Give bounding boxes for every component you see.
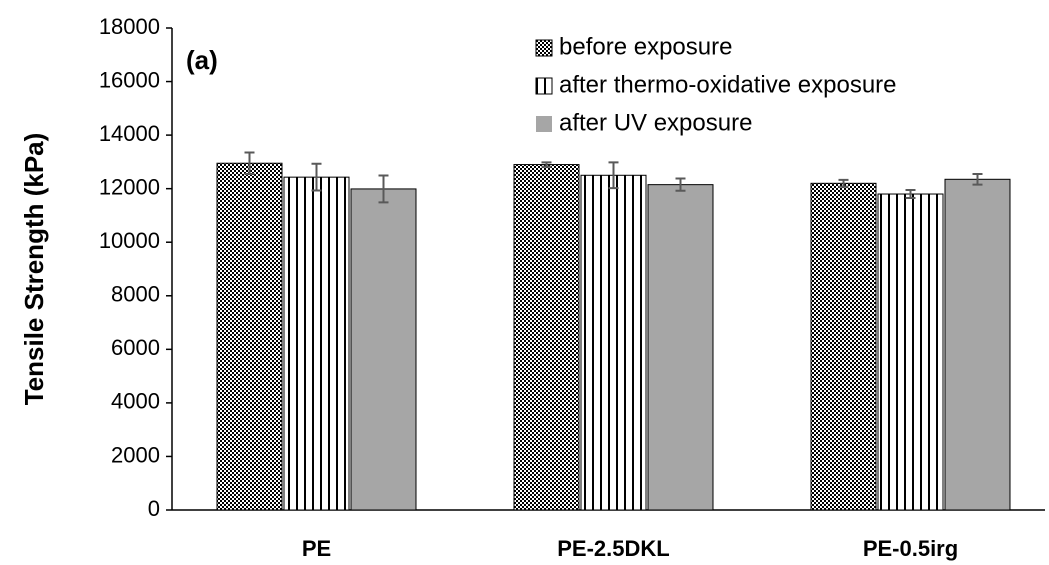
error-bar: [541, 161, 552, 168]
y-tick-label: 2000: [111, 442, 160, 467]
legend-label: after thermo-oxidative exposure: [559, 71, 897, 98]
bar: [513, 164, 580, 511]
legend-swatch: [535, 39, 553, 57]
legend-swatch: [536, 116, 552, 132]
y-axis-label: Tensile Strength (kPa): [19, 133, 49, 406]
legend-swatch: [535, 77, 553, 95]
y-tick-label: 8000: [111, 282, 160, 307]
y-tick-label: 6000: [111, 335, 160, 360]
legend-label: before exposure: [559, 33, 732, 60]
bar: [944, 178, 1011, 511]
error-bar: [311, 162, 322, 192]
y-tick-label: 4000: [111, 389, 160, 414]
bar: [647, 184, 714, 511]
annotation: (a): [186, 45, 218, 75]
x-tick-label: PE-0.5irg: [863, 536, 958, 561]
error-bar: [838, 178, 849, 188]
bar: [283, 176, 350, 511]
y-tick-label: 10000: [99, 228, 160, 253]
bar: [216, 162, 283, 511]
y-tick-label: 18000: [99, 14, 160, 39]
y-tick-label: 0: [148, 496, 160, 521]
error-bar: [972, 172, 983, 186]
error-bar: [378, 174, 389, 204]
x-tick-label: PE: [302, 536, 331, 561]
legend-label: after UV exposure: [559, 109, 752, 136]
error-bar: [675, 177, 686, 192]
bar: [350, 188, 417, 511]
bar: [810, 182, 877, 511]
bar: [877, 193, 944, 511]
error-bar: [905, 189, 916, 200]
bar: [580, 174, 647, 511]
y-tick-label: 14000: [99, 121, 160, 146]
y-tick-label: 12000: [99, 174, 160, 199]
error-bar: [608, 161, 619, 190]
x-tick-label: PE-2.5DKL: [557, 536, 669, 561]
error-bar: [244, 151, 255, 175]
y-tick-label: 16000: [99, 67, 160, 92]
